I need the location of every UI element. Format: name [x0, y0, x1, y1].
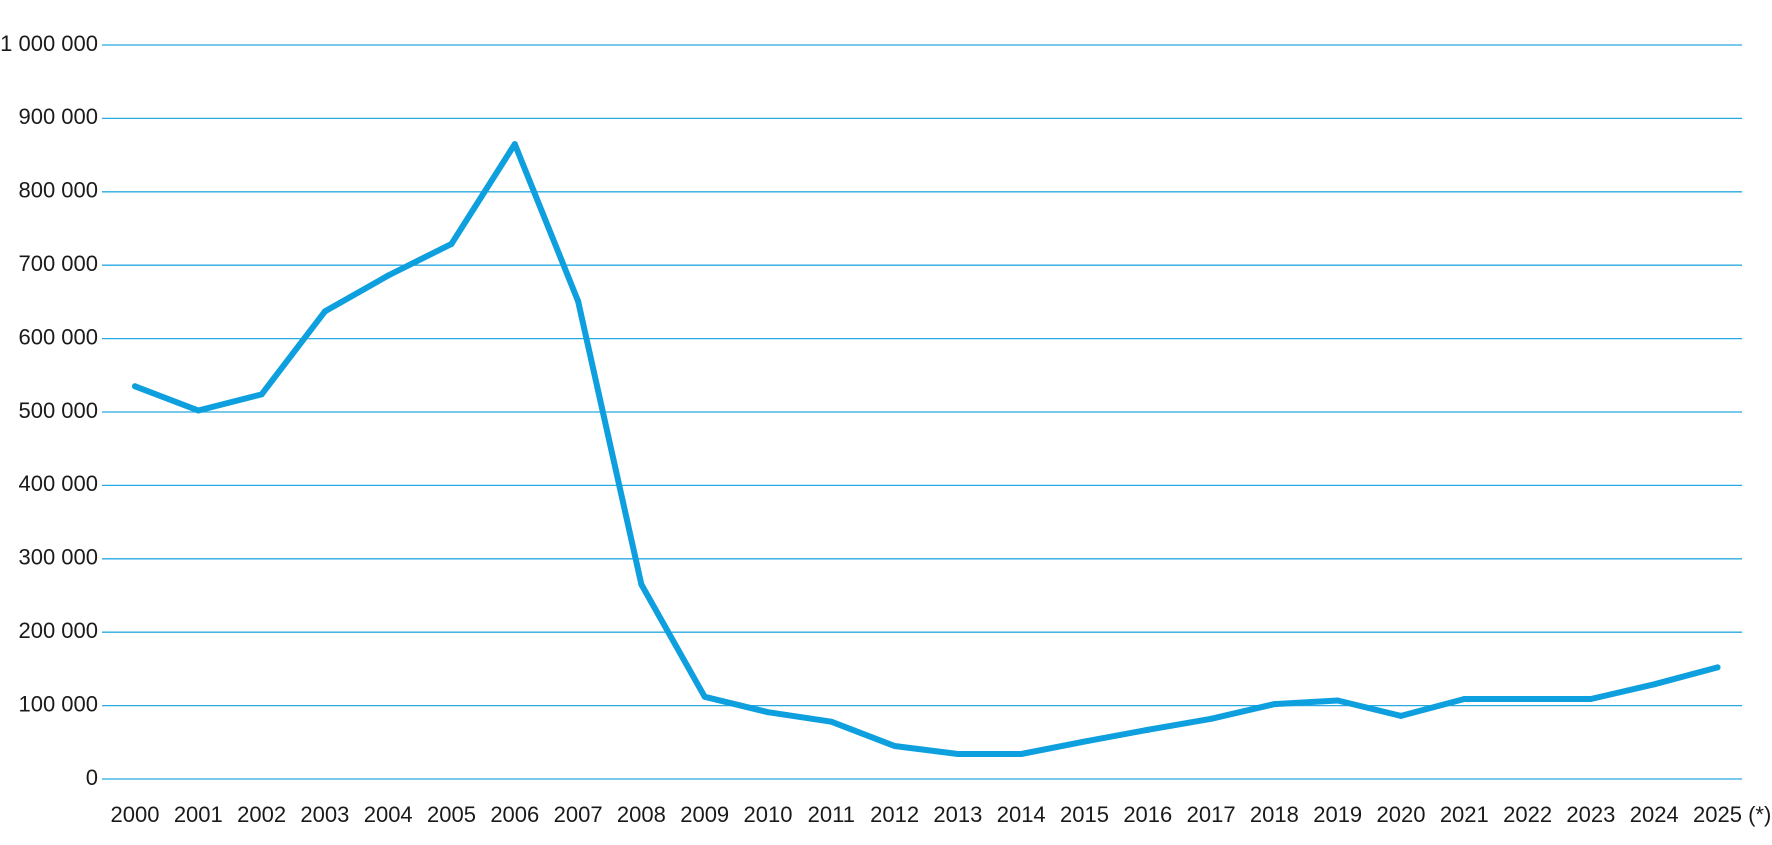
data-point	[385, 272, 392, 279]
data-point	[448, 240, 455, 247]
data-point	[1208, 715, 1215, 722]
data-point	[321, 308, 328, 315]
y-tick-label: 1 000 000	[0, 31, 98, 56]
x-tick-label: 2004	[364, 802, 413, 827]
data-point	[1651, 681, 1658, 688]
data-point	[1081, 738, 1088, 745]
series-line	[132, 141, 1721, 757]
y-tick-label: 800 000	[18, 178, 98, 203]
data-point	[765, 709, 771, 716]
x-tick-label: 2008	[617, 802, 666, 827]
data-point	[258, 391, 265, 398]
data-point	[575, 298, 582, 305]
data-point	[195, 407, 202, 414]
data-point	[1018, 751, 1025, 758]
data-point	[1587, 695, 1594, 702]
x-tick-label: 2011	[808, 802, 855, 827]
data-point	[1144, 726, 1151, 733]
x-axis-tick-labels: 2000 2001 2002 2003 2004 2005 2006 2007 2008 2009…	[111, 802, 1772, 827]
x-tick-label: 2021	[1440, 802, 1489, 827]
x-tick-label: 2014	[997, 802, 1046, 827]
data-point	[701, 693, 708, 700]
gridlines	[102, 44, 1742, 780]
x-tick-label: 2017	[1187, 802, 1236, 827]
x-tick-label: 2012	[870, 802, 919, 827]
y-tick-label: 100 000	[18, 691, 98, 716]
x-tick-label: 2005	[427, 802, 476, 827]
x-tick-label: 2020	[1377, 802, 1426, 827]
x-tick-label: 2007	[554, 802, 603, 827]
x-tick-label: 2013	[933, 802, 982, 827]
series-layer	[132, 141, 1721, 758]
y-tick-label: 700 000	[18, 251, 98, 276]
y-tick-label: 200 000	[18, 618, 98, 643]
x-tick-label: 2023	[1566, 802, 1615, 827]
y-tick-label: 0	[86, 765, 98, 790]
x-tick-label: 2015	[1060, 802, 1109, 827]
x-tick-label: 2002	[237, 802, 286, 827]
data-point	[132, 383, 138, 390]
y-tick-label: 400 000	[18, 471, 98, 496]
data-point	[1334, 697, 1341, 704]
data-point	[638, 581, 645, 588]
data-point	[1271, 701, 1278, 708]
y-tick-label: 500 000	[18, 398, 98, 423]
data-point	[1714, 664, 1721, 671]
y-axis-tick-labels: 0 100 000 200 000 300 000 400 000 500 000 600 …	[0, 31, 98, 790]
data-point	[1524, 695, 1531, 702]
x-tick-label: 2001	[174, 802, 223, 827]
data-point	[954, 751, 961, 758]
data-point	[1461, 695, 1468, 702]
data-point	[1398, 712, 1404, 719]
x-tick-label: 2010	[744, 802, 793, 827]
y-tick-label: 600 000	[18, 324, 98, 349]
y-tick-label: 300 000	[18, 545, 98, 570]
x-tick-label: 2003	[300, 802, 349, 827]
data-point	[891, 742, 898, 749]
x-tick-label: 2009	[680, 802, 729, 827]
x-tick-label: 2006	[490, 802, 539, 827]
x-tick-label: 2022	[1503, 802, 1552, 827]
data-point	[828, 718, 835, 725]
x-tick-label: 2000	[111, 802, 160, 827]
x-tick-label: 2024	[1630, 802, 1679, 827]
x-tick-label: 2018	[1250, 802, 1299, 827]
x-tick-label: 2019	[1313, 802, 1362, 827]
x-tick-label: 2025 (*)	[1693, 802, 1771, 827]
y-tick-label: 900 000	[18, 104, 98, 129]
data-point	[511, 141, 518, 148]
x-tick-label: 2016	[1123, 802, 1172, 827]
